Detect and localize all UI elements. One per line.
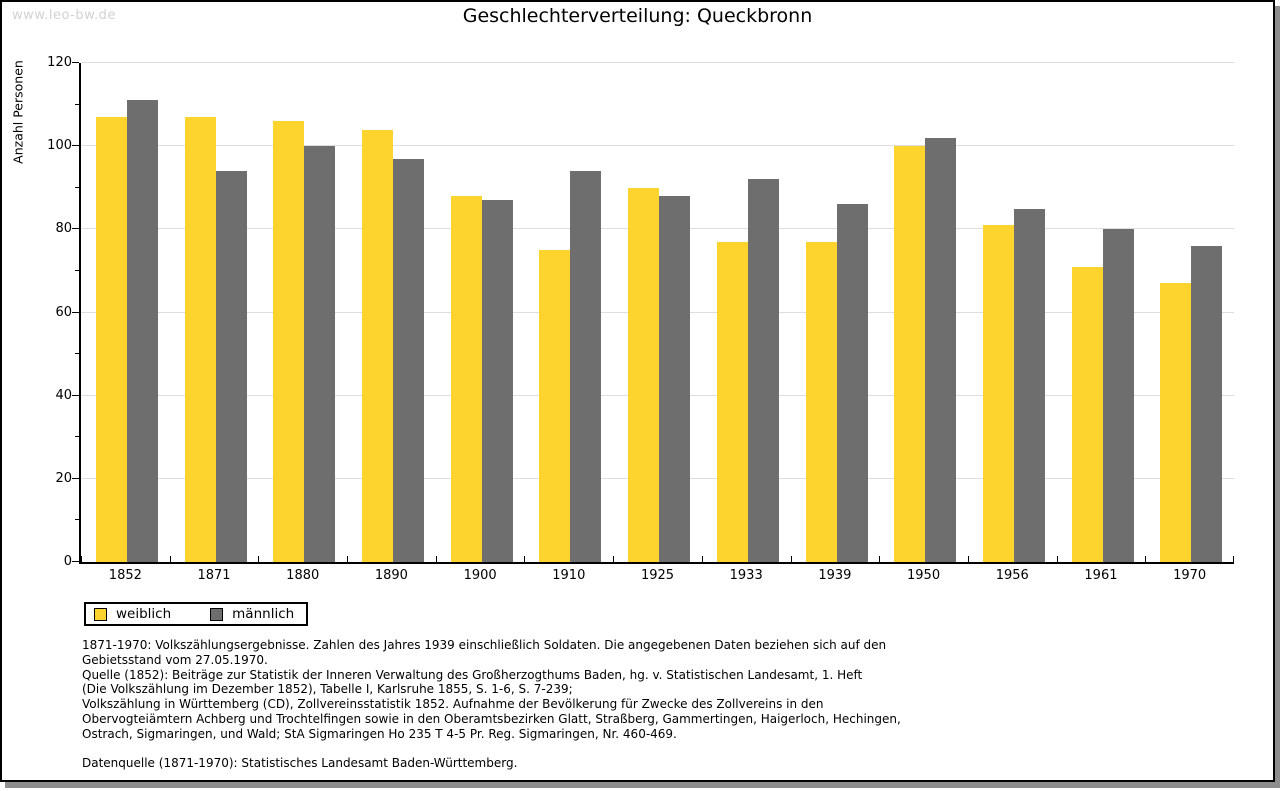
y-minor-tick-30 bbox=[75, 436, 79, 438]
y-tick-mark-40 bbox=[72, 394, 79, 396]
y-tick-mark-120 bbox=[72, 62, 79, 63]
bar-weiblich-1910 bbox=[539, 250, 571, 562]
y-minor-tick-10 bbox=[75, 519, 79, 521]
y-minor-tick-110 bbox=[75, 103, 79, 105]
x-tick-mark bbox=[1056, 556, 1058, 562]
bar-männlich-1852 bbox=[127, 100, 158, 562]
x-tick-mark bbox=[524, 556, 526, 562]
legend-label-maennlich: männlich bbox=[232, 606, 295, 622]
x-tick-label-1852: 1852 bbox=[108, 568, 142, 583]
y-tick-mark-100 bbox=[72, 145, 79, 147]
x-tick-label-1925: 1925 bbox=[640, 568, 675, 583]
bar-weiblich-1900 bbox=[450, 196, 482, 562]
bar-männlich-1933 bbox=[747, 179, 779, 562]
y-minor-tick-90 bbox=[75, 186, 79, 188]
gridline-120 bbox=[81, 62, 1234, 63]
x-tick-label-1871: 1871 bbox=[197, 568, 231, 583]
y-axis-label: Anzahl Personen bbox=[10, 60, 26, 164]
bar-männlich-1871 bbox=[215, 171, 247, 562]
bar-männlich-1910 bbox=[570, 171, 602, 562]
x-tick-label-1910: 1910 bbox=[552, 568, 586, 583]
y-tick-mark-20 bbox=[72, 477, 79, 479]
y-tick-mark-0 bbox=[72, 561, 79, 562]
bar-weiblich-1939 bbox=[805, 241, 837, 562]
bar-männlich-1880 bbox=[304, 146, 336, 562]
bar-männlich-1939 bbox=[836, 204, 868, 562]
x-tick-label-1961: 1961 bbox=[1084, 568, 1118, 583]
y-tick-label-40: 40 bbox=[55, 387, 72, 403]
x-tick-mark bbox=[81, 556, 82, 562]
watermark: www.leo-bw.de bbox=[12, 8, 116, 23]
bar-weiblich-1852 bbox=[96, 117, 127, 562]
source-note-line: Gebietsstand vom 27.05.1970. bbox=[82, 652, 268, 667]
bar-weiblich-1961 bbox=[1071, 266, 1103, 562]
source-note-line: Datenquelle (1871-1970): Statistisches L… bbox=[82, 756, 518, 771]
x-tick-mark bbox=[701, 556, 703, 562]
source-note-line: Quelle (1852): Beiträge zur Statistik de… bbox=[82, 667, 863, 682]
bar-männlich-1961 bbox=[1102, 229, 1134, 562]
y-minor-tick-70 bbox=[75, 269, 79, 271]
x-tick-label-1950: 1950 bbox=[907, 568, 941, 583]
x-tick-label-1900: 1900 bbox=[463, 568, 497, 583]
x-tick-mark bbox=[879, 556, 881, 562]
bar-weiblich-1880 bbox=[273, 121, 305, 562]
gridline-100 bbox=[81, 145, 1234, 147]
x-tick-mark bbox=[967, 556, 969, 562]
y-tick-label-100: 100 bbox=[47, 138, 72, 154]
x-tick-mark bbox=[613, 556, 615, 562]
x-tick-label-1933: 1933 bbox=[729, 568, 763, 583]
x-tick-label-1970: 1970 bbox=[1173, 568, 1207, 583]
source-note-line: 1871-1970: Volkszählungsergebnisse. Zahl… bbox=[82, 638, 887, 652]
x-tick-mark bbox=[1145, 556, 1147, 562]
bar-männlich-1956 bbox=[1013, 208, 1045, 562]
y-tick-mark-60 bbox=[72, 311, 79, 313]
x-tick-mark bbox=[435, 556, 437, 562]
x-tick-mark bbox=[1233, 556, 1234, 562]
source-note-line: Volkszählung in Württemberg (CD), Zollve… bbox=[82, 697, 824, 712]
source-note-line: (Die Volkszählung im Dezember 1852), Tab… bbox=[82, 682, 573, 697]
bar-weiblich-1925 bbox=[628, 187, 660, 562]
y-tick-mark-80 bbox=[72, 228, 79, 230]
chart-title: Geschlechterverteilung: Queckbronn bbox=[462, 5, 813, 27]
source-note-line bbox=[82, 742, 1182, 757]
bar-männlich-1970 bbox=[1191, 245, 1223, 562]
y-tick-label-20: 20 bbox=[55, 470, 72, 486]
legend: weiblich männlich bbox=[84, 602, 309, 626]
y-minor-tick-50 bbox=[75, 353, 79, 355]
legend-swatch-weiblich bbox=[94, 607, 107, 621]
bar-männlich-1900 bbox=[481, 200, 513, 562]
x-tick-mark bbox=[258, 556, 260, 562]
x-tick-mark bbox=[347, 556, 349, 562]
bar-männlich-1950 bbox=[925, 137, 957, 562]
plot-area bbox=[79, 62, 1234, 564]
bar-weiblich-1950 bbox=[894, 146, 926, 562]
bar-weiblich-1956 bbox=[982, 225, 1014, 562]
y-tick-label-80: 80 bbox=[55, 221, 72, 237]
x-tick-label-1956: 1956 bbox=[995, 568, 1029, 583]
source-notes: 1871-1970: Volkszählungsergebnisse. Zahl… bbox=[82, 638, 1182, 771]
source-note-line: Ostrach, Sigmaringen, und Wald; StA Sigm… bbox=[82, 726, 677, 741]
bar-männlich-1890 bbox=[393, 158, 425, 562]
legend-label-weiblich: weiblich bbox=[116, 606, 172, 622]
y-tick-label-60: 60 bbox=[55, 304, 72, 320]
x-tick-mark bbox=[790, 556, 792, 562]
bar-weiblich-1970 bbox=[1160, 283, 1192, 562]
bar-männlich-1925 bbox=[659, 196, 691, 562]
y-tick-label-0: 0 bbox=[63, 554, 72, 569]
legend-swatch-maennlich bbox=[210, 607, 224, 621]
bar-weiblich-1933 bbox=[716, 241, 748, 562]
source-note-line: Obervogteiämtern Achberg und Trochtelfin… bbox=[82, 711, 901, 726]
bar-weiblich-1890 bbox=[362, 129, 394, 562]
x-tick-label-1880: 1880 bbox=[286, 568, 320, 583]
x-tick-mark bbox=[169, 556, 171, 562]
x-tick-label-1939: 1939 bbox=[818, 568, 852, 583]
x-tick-label-1890: 1890 bbox=[374, 568, 408, 583]
y-tick-label-120: 120 bbox=[47, 55, 72, 70]
bar-weiblich-1871 bbox=[184, 117, 216, 562]
